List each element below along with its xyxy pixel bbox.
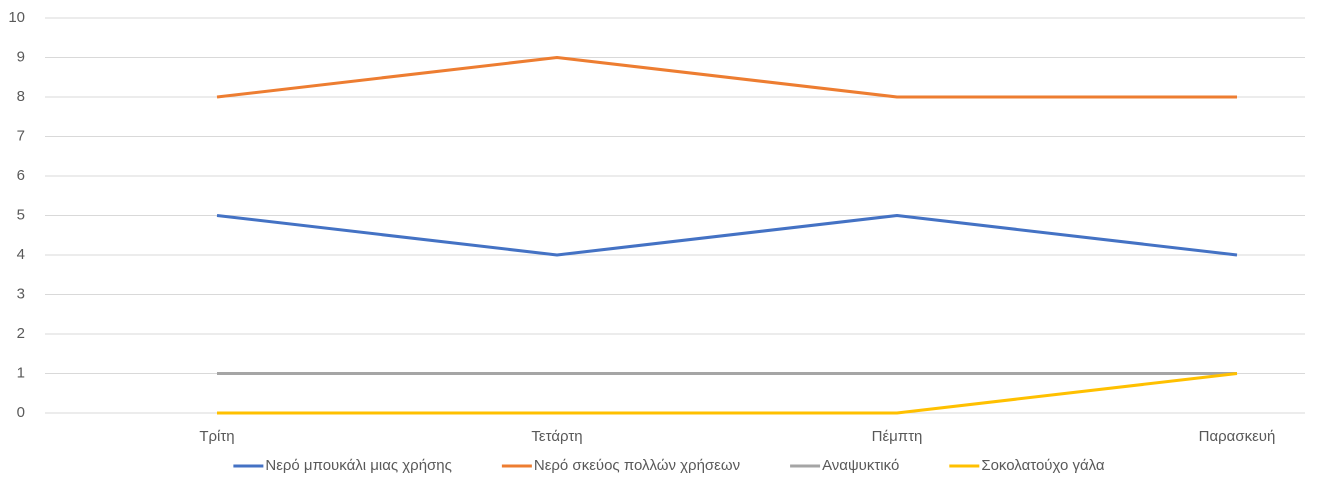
x-tick-label: Πέμπτη — [872, 428, 923, 445]
legend-label: Νερό σκεύος πολλών χρήσεων — [534, 457, 740, 474]
series-line — [217, 372, 1238, 415]
legend-label: Νερό μπουκάλι μιας χρήσης — [265, 457, 452, 474]
series-line — [216, 56, 1237, 99]
y-tick-label: 9 — [17, 48, 25, 65]
x-tick-label: Τετάρτη — [531, 428, 582, 445]
y-tick-label: 0 — [17, 404, 25, 421]
y-tick-label: 10 — [8, 9, 25, 26]
y-tick-label: 3 — [17, 285, 25, 302]
y-tick-label: 5 — [17, 206, 25, 223]
y-tick-label: 6 — [17, 167, 25, 184]
y-tick-label: 7 — [17, 127, 25, 144]
x-tick-label: Παρασκευή — [1199, 428, 1276, 445]
y-tick-label: 8 — [17, 88, 25, 105]
legend-label: Αναψυκτικό — [822, 457, 899, 474]
legend-label: Σοκολατούχο γάλα — [981, 457, 1105, 474]
x-tick-label: Τρίτη — [199, 428, 234, 445]
y-tick-label: 1 — [17, 364, 25, 381]
y-tick-label: 4 — [17, 246, 25, 263]
y-tick-label: 2 — [17, 325, 25, 342]
series-line — [216, 214, 1238, 257]
